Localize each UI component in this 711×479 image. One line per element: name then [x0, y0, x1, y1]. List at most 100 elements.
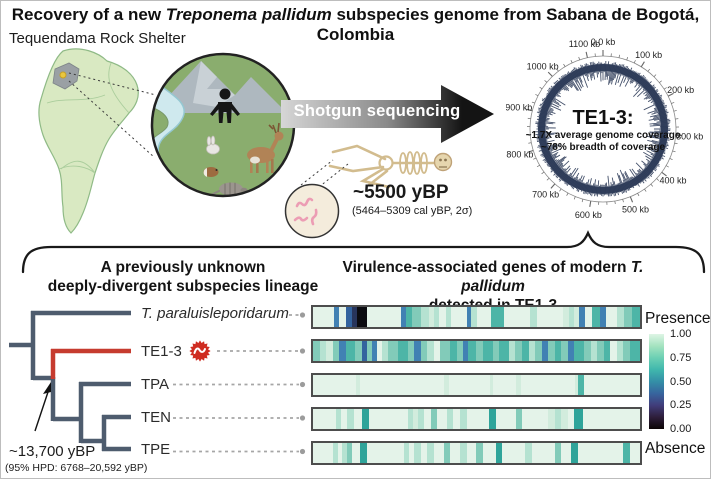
heatmap-cell: [456, 341, 464, 361]
heatmap-cell: [520, 375, 575, 395]
heatmap-heading-prefix: Virulence-associated genes of modern: [342, 259, 631, 276]
heatmap-cell: [332, 443, 338, 463]
heatmap-cell: [466, 443, 477, 463]
heatmap-cell: [476, 443, 483, 463]
heatmap-cell: [440, 341, 451, 361]
heatmap-cell: [623, 341, 630, 361]
heatmap-cell: [476, 341, 483, 361]
heatmap-cell: [606, 307, 618, 327]
heatmap-cell: [629, 443, 640, 463]
heatmap-cell: [584, 375, 640, 395]
heatmap-cell: [371, 341, 377, 361]
heatmap-cell: [495, 443, 503, 463]
heatmap-cell: [313, 443, 333, 463]
tree-heading-line1: A previously unknown: [100, 259, 266, 276]
heatmap-cell: [578, 307, 586, 327]
heatmap-row-tpa: [311, 373, 642, 397]
heatmap-cell: [335, 409, 341, 429]
heatmap-cell: [504, 307, 531, 327]
heatmap-cell: [460, 409, 467, 429]
highlighted-lineage-branch: [50, 348, 131, 379]
heatmap-cell: [352, 443, 361, 463]
heatmap-cell: [577, 443, 624, 463]
heatmap-cell: [623, 443, 630, 463]
heatmap-cell: [582, 409, 640, 429]
heatmap-cell: [326, 341, 333, 361]
tree-panel-heading: A previously unknown deeply-divergent su…: [23, 258, 343, 296]
heatmap-cell: [535, 341, 542, 361]
armadillo-icon: [210, 182, 248, 196]
heatmap-cell: [466, 409, 490, 429]
heatmap-heading-line1: Virulence-associated genes of modern T. …: [317, 258, 669, 296]
heatmap-cell: [446, 409, 454, 429]
site-label: Tequendama Rock Shelter: [9, 30, 186, 47]
tree-heading-line2: deeply-divergent subspecies lineage: [47, 278, 319, 295]
sequencing-arrow-label: Shotgun sequencing: [293, 102, 461, 120]
heatmap-cell: [433, 341, 441, 361]
svg-text:1100 kb: 1100 kb: [569, 39, 600, 49]
heatmap-cell: [339, 341, 346, 361]
svg-text:100 kb: 100 kb: [635, 50, 662, 60]
heatmap-cell: [616, 341, 624, 361]
heatmap-cell: [536, 307, 563, 327]
heatmap-heading-species: T. pallidum: [461, 259, 644, 295]
heatmap-cell: [411, 307, 422, 327]
svg-text:400 kb: 400 kb: [659, 176, 686, 186]
heatmap-cell: [355, 341, 362, 361]
heatmap-cell: [445, 307, 452, 327]
heatmap-cell: [404, 443, 410, 463]
heatmap-cell: [577, 375, 585, 395]
heatmap-cell: [502, 443, 526, 463]
heatmap-cell: [414, 443, 421, 463]
heatmap-cell: [482, 443, 496, 463]
legend-presence-label: Presence: [645, 310, 711, 327]
heatmap-cell: [541, 341, 549, 361]
taxon-label-t-paraluisleporidarum: T. paraluisleporidarum: [141, 304, 289, 322]
heatmap-cell: [491, 307, 505, 327]
heatmap-cell: [574, 341, 585, 361]
section-brace: [21, 230, 706, 274]
heatmap-cell: [632, 307, 640, 327]
svg-text:300 kb: 300 kb: [676, 131, 703, 141]
heatmap-cell: [337, 443, 343, 463]
heatmap-cell: [332, 341, 340, 361]
heatmap-cell: [567, 409, 575, 429]
heatmap-cell: [590, 341, 598, 361]
coverage-line2: ~78% breadth of coverage: [540, 142, 666, 153]
heatmap-cell: [427, 341, 434, 361]
heatmap-cell: [433, 307, 440, 327]
coverage-line1: ~1.7X average genome coverage: [525, 130, 681, 141]
heatmap-cell: [561, 443, 572, 463]
heatmap-cell: [376, 341, 382, 361]
heatmap-cell: [450, 341, 457, 361]
heatmap-cell: [585, 307, 592, 327]
heatmap-cell: [531, 443, 555, 463]
divergence-age: ~13,700 yBP: [9, 443, 96, 460]
heatmap-cell: [548, 409, 555, 429]
south-america-map: [38, 48, 139, 234]
heatmap-cell: [453, 409, 460, 429]
heatmap-cell: [584, 341, 591, 361]
genome-coverage-stats: ~1.7X average genome coverage ~78% bread…: [519, 130, 687, 154]
heatmap-cell: [437, 409, 447, 429]
heatmap-cell: [421, 307, 430, 327]
heatmap-cell: [521, 341, 529, 361]
heatmap-cell: [515, 375, 521, 395]
genome-coverage-plot: 0.0 kb 100 kb 200 kb 300 kb 400 kb 500 kb 600 …: [506, 37, 703, 220]
title-suffix: subspecies genome from Sabana de Bogotá,…: [316, 5, 700, 44]
heatmap-cell: [629, 341, 640, 361]
heatmap-cell: [459, 443, 467, 463]
heatmap-cell: [450, 443, 460, 463]
legend-tick-1.00: 1.00: [670, 328, 692, 340]
heatmap-cell: [334, 307, 340, 327]
heatmap-cell: [313, 375, 356, 395]
heatmap-cell: [591, 307, 601, 327]
legend-tick-0.75: 0.75: [670, 351, 692, 364]
heatmap-cell: [414, 341, 421, 361]
heatmap-cell: [342, 443, 348, 463]
heatmap-cell: [515, 341, 522, 361]
heatmap-cell: [499, 341, 509, 361]
heatmap-cell: [424, 409, 431, 429]
human-silhouette-icon: [210, 88, 240, 123]
heatmap-cell: [482, 341, 493, 361]
